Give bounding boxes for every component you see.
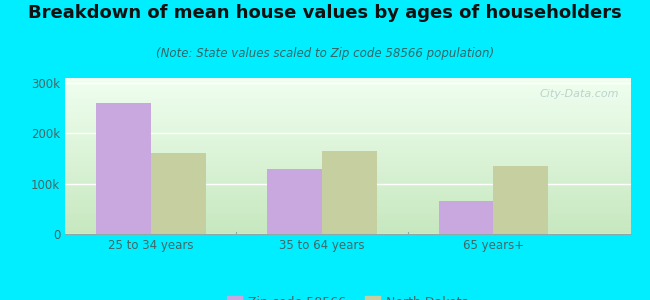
Text: Breakdown of mean house values by ages of householders: Breakdown of mean house values by ages o…	[28, 4, 622, 22]
Bar	[151, 154, 205, 234]
Legend: Zip code 58566, North Dakota: Zip code 58566, North Dakota	[222, 290, 474, 300]
Text: City-Data.com: City-Data.com	[540, 89, 619, 99]
Bar	[439, 201, 493, 234]
Bar	[96, 103, 151, 234]
Bar	[322, 151, 377, 234]
Bar	[267, 169, 322, 234]
Bar	[493, 166, 548, 234]
Text: (Note: State values scaled to Zip code 58566 population): (Note: State values scaled to Zip code 5…	[156, 46, 494, 59]
